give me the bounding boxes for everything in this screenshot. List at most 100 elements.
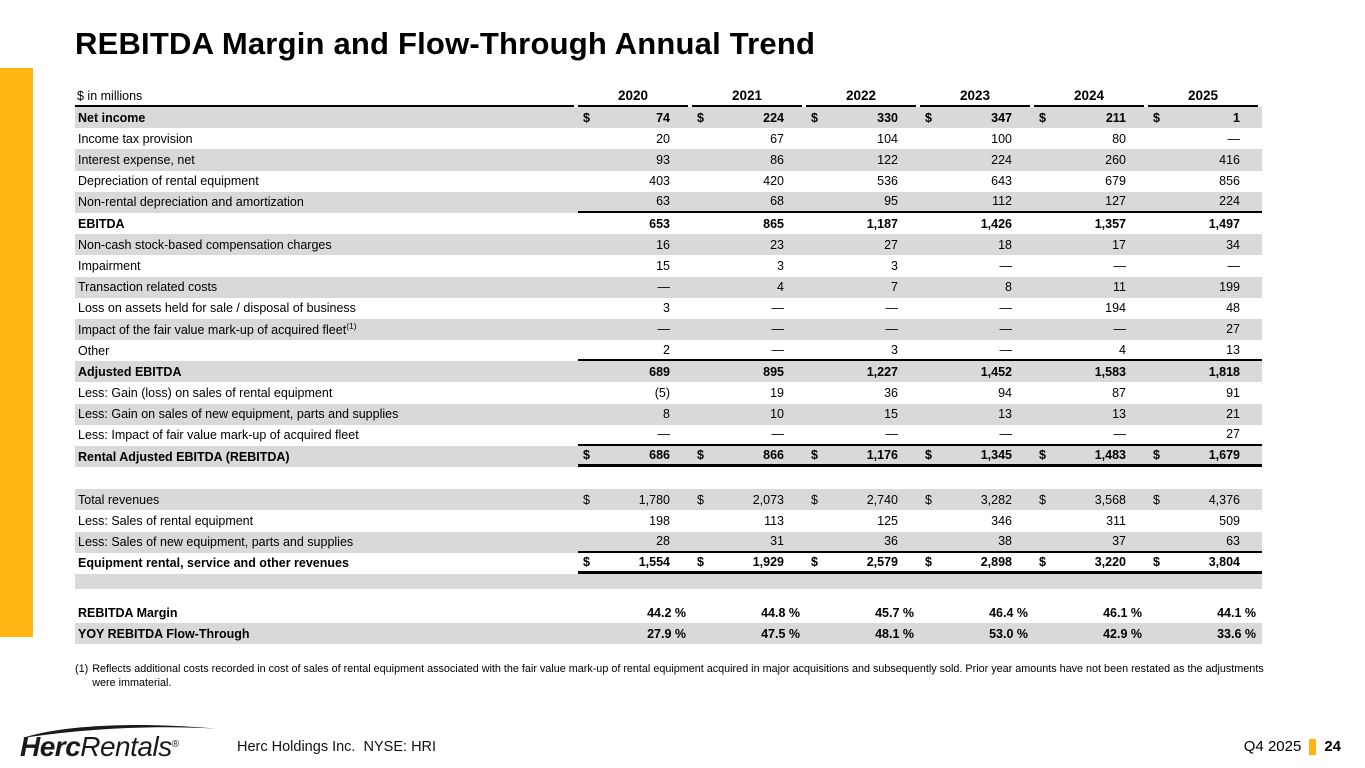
value-cell: $2,740 <box>806 489 920 510</box>
value-cell: 36 <box>806 382 920 403</box>
cell-value: 44.2 % <box>647 605 686 620</box>
year-column-header: 2022 <box>806 88 916 107</box>
value-cell: $1,929 <box>692 553 806 571</box>
value-cell: 7 <box>806 277 920 298</box>
value-cell: — <box>1148 255 1262 276</box>
row-label: Total revenues <box>78 492 160 507</box>
value-cell: — <box>692 319 806 340</box>
cell-value: 36 <box>884 386 898 401</box>
row-values: $1,554 $1,929 $2,579 $2,898 $3,220 $3,804 <box>578 553 1262 574</box>
value-cell: 198 <box>578 510 692 531</box>
cell-value: — <box>771 322 785 337</box>
cell-value: — <box>657 427 671 442</box>
cell-value: 27 <box>884 237 898 252</box>
currency-symbol: $ <box>1039 448 1046 463</box>
row-values: (5) 19 36 94 87 91 <box>578 382 1262 403</box>
currency-symbol: $ <box>1153 110 1160 125</box>
value-cell: 11 <box>1034 277 1148 298</box>
cell-value: 1,357 <box>1094 216 1126 231</box>
value-cell: — <box>806 319 920 340</box>
currency-symbol: $ <box>925 554 932 569</box>
currency-symbol: $ <box>1039 492 1046 507</box>
row-label: Impact of the fair value mark-up of acqu… <box>78 321 357 338</box>
year-column-header: 2021 <box>692 88 802 107</box>
cell-value: — <box>885 301 899 316</box>
cell-value: 19 <box>770 386 784 401</box>
cell-value: 47.5 % <box>761 626 800 641</box>
company-ticker-line: Herc Holdings Inc. NYSE: HRI <box>237 739 437 755</box>
row-values: 3 — — — 194 48 <box>578 298 1262 319</box>
cell-value: 100 <box>991 131 1012 146</box>
row-label: REBITDA Margin <box>78 605 178 620</box>
row-label: Non-cash stock-based compensation charge… <box>78 237 332 252</box>
value-cell: $866 <box>692 446 806 464</box>
value-cell: 653 <box>578 213 692 234</box>
value-cell: 63 <box>1148 532 1262 551</box>
currency-symbol: $ <box>583 110 590 125</box>
cell-value: — <box>885 322 899 337</box>
report-period: Q4 2025 <box>1243 738 1302 755</box>
row-values: 27.9 % 47.5 % 48.1 % 53.0 % 42.9 % 33.6 % <box>578 623 1262 644</box>
row-values: 16 23 27 18 17 34 <box>578 234 1262 255</box>
row-label: YOY REBITDA Flow-Through <box>78 626 250 641</box>
cell-value: 53.0 % <box>989 626 1028 641</box>
currency-symbol: $ <box>1153 554 1160 569</box>
cell-value: 4 <box>777 280 784 295</box>
cell-value: 198 <box>649 513 670 528</box>
cell-value: — <box>1113 322 1127 337</box>
value-cell: 68 <box>692 192 806 211</box>
row-label: EBITDA <box>78 216 125 231</box>
currency-symbol: $ <box>697 554 704 569</box>
cell-value: — <box>1113 427 1127 442</box>
row-values: $1,780 $2,073 $2,740 $3,282 $3,568 $4,376 <box>578 489 1262 510</box>
table-row: YOY REBITDA Flow-Through 27.9 % 47.5 % 48.1… <box>75 623 1262 645</box>
value-cell: 122 <box>806 149 920 170</box>
value-cell: 536 <box>806 171 920 192</box>
value-cell: — <box>578 277 692 298</box>
cell-value: 10 <box>770 407 784 422</box>
value-cell: 865 <box>692 213 806 234</box>
value-cell: 44.2 % <box>578 602 692 623</box>
value-cell: 112 <box>920 192 1034 211</box>
cell-value: 2,579 <box>866 554 898 569</box>
currency-symbol: $ <box>811 110 818 125</box>
cell-value: 3,568 <box>1094 492 1126 507</box>
currency-symbol: $ <box>925 110 932 125</box>
spacer-row <box>75 589 1262 602</box>
footnote-text: Reflects additional costs recorded in co… <box>92 663 1264 689</box>
brand-logo: HercRentals® <box>14 719 244 765</box>
value-cell: 2 <box>578 340 692 359</box>
value-cell: $2,579 <box>806 553 920 571</box>
value-cell: 100 <box>920 128 1034 149</box>
value-cell: 689 <box>578 361 692 382</box>
currency-symbol: $ <box>1153 492 1160 507</box>
cell-value: 125 <box>877 513 898 528</box>
value-cell: 42.9 % <box>1034 623 1148 644</box>
cell-value: 17 <box>1112 237 1126 252</box>
cell-value: 36 <box>884 534 898 549</box>
value-cell: 8 <box>920 277 1034 298</box>
row-values: 653 865 1,187 1,426 1,357 1,497 <box>578 213 1262 234</box>
value-cell: 16 <box>578 234 692 255</box>
value-cell: $3,568 <box>1034 489 1148 510</box>
value-cell: $330 <box>806 107 920 128</box>
cell-value: 1,176 <box>866 448 898 463</box>
value-cell: 27 <box>1148 425 1262 444</box>
value-cell: $3,804 <box>1148 553 1262 571</box>
value-cell: 15 <box>578 255 692 276</box>
value-cell: — <box>806 425 920 444</box>
cell-value: 27.9 % <box>647 626 686 641</box>
cell-value: 509 <box>1219 513 1240 528</box>
cell-value: 403 <box>649 174 670 189</box>
cell-value: — <box>771 342 785 357</box>
table-row: Less: Impact of fair value mark-up of ac… <box>75 425 1262 446</box>
cell-value: 224 <box>991 152 1012 167</box>
value-cell: 44.1 % <box>1148 602 1262 623</box>
cell-value: 95 <box>884 194 898 209</box>
currency-symbol: $ <box>1153 448 1160 463</box>
value-cell: 1,497 <box>1148 213 1262 234</box>
value-cell: 224 <box>1148 192 1262 211</box>
value-cell: 38 <box>920 532 1034 551</box>
cell-value: 1,929 <box>752 554 784 569</box>
cell-value: 46.4 % <box>989 605 1028 620</box>
